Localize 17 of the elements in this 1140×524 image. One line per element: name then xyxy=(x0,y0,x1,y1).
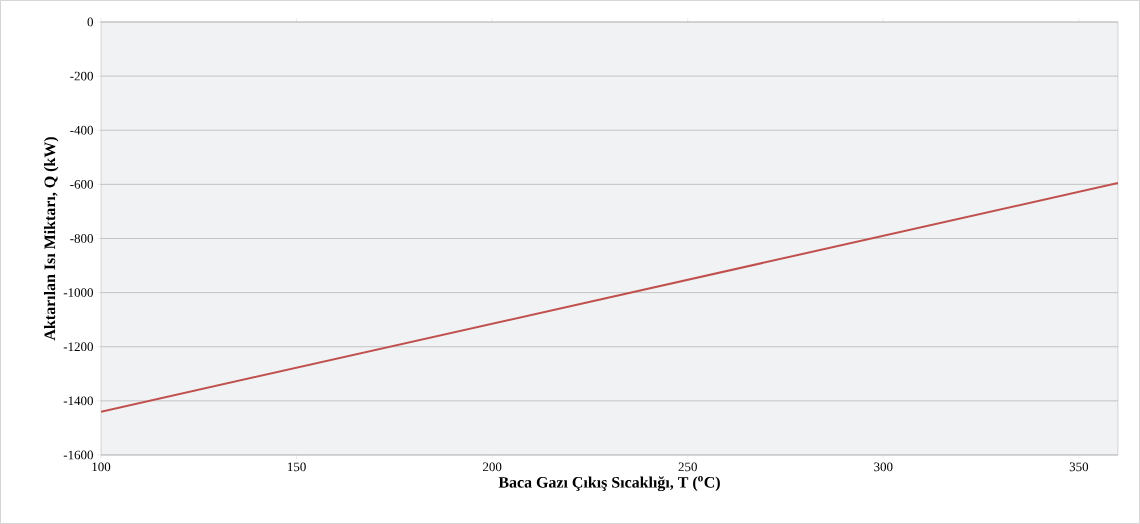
x-tick-label: 200 xyxy=(483,462,502,472)
y-tick-label: -1200 xyxy=(63,342,93,352)
y-tick-label: 0 xyxy=(87,17,93,27)
y-tick-label: -800 xyxy=(70,234,93,243)
x-tick-label: 350 xyxy=(1069,462,1089,472)
x-tick-label: 100 xyxy=(92,462,111,472)
x-tick-label: 300 xyxy=(874,462,893,472)
y-tick-label: -400 xyxy=(70,125,93,135)
x-tick-label: 150 xyxy=(288,462,306,472)
y-tick-label: -1000 xyxy=(63,288,93,297)
y-tick-label: -1600 xyxy=(63,450,93,460)
y-tick-label: -600 xyxy=(70,179,93,189)
x-axis-title: Baca Gazı Çıkış Sıcaklığı, T ($^{o}$C) xyxy=(498,476,720,492)
y-tick-label: -200 xyxy=(70,71,93,81)
y-tick-label: -1400 xyxy=(63,396,93,406)
x-tick-label: 250 xyxy=(678,462,697,472)
y-axis-title: Aktarılan Isı Miktarı, Q (kW) xyxy=(43,137,59,341)
